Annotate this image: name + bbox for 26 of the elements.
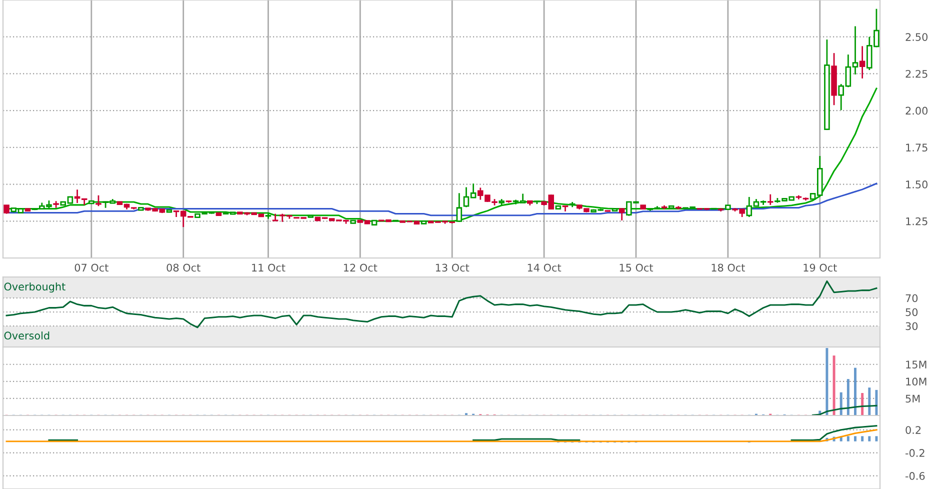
x-tick-label: 07 Oct bbox=[74, 264, 108, 272]
y-tick-label: 5M bbox=[906, 394, 920, 403]
y-tick-label: 1.50 bbox=[906, 180, 928, 188]
x-tick-label: 19 Oct bbox=[804, 264, 837, 272]
y-tick-label: 2.00 bbox=[906, 106, 928, 115]
band-label: Oversold bbox=[4, 331, 50, 340]
y-tick-label: 30 bbox=[906, 322, 918, 330]
y-tick-label: 15M bbox=[906, 360, 926, 368]
x-tick-label: 12 Oct bbox=[344, 264, 378, 272]
x-tick-label: 15 Oct bbox=[620, 264, 654, 272]
y-tick-label: 2.50 bbox=[906, 33, 928, 41]
band-label: Overbought bbox=[4, 282, 66, 293]
x-tick-label: 08 Oct bbox=[166, 264, 200, 272]
x-tick-label: 18 Oct bbox=[712, 264, 745, 272]
y-tick-label: -0.6 bbox=[906, 472, 925, 480]
y-tick-label: 50 bbox=[906, 308, 918, 316]
y-tick-label: 0.2 bbox=[906, 426, 921, 434]
y-tick-label: 2.25 bbox=[906, 70, 928, 78]
x-tick-label: 13 Oct bbox=[436, 264, 470, 272]
y-tick-label: -0.2 bbox=[906, 449, 924, 457]
y-tick-label: 1.75 bbox=[906, 144, 928, 152]
x-tick-label: 14 Oct bbox=[528, 264, 562, 272]
y-tick-label: 10M bbox=[906, 378, 926, 386]
y-tick-label: 1.25 bbox=[906, 217, 928, 226]
y-tick-label: 70 bbox=[906, 294, 918, 302]
x-tick-label: 11 Oct bbox=[252, 264, 286, 272]
